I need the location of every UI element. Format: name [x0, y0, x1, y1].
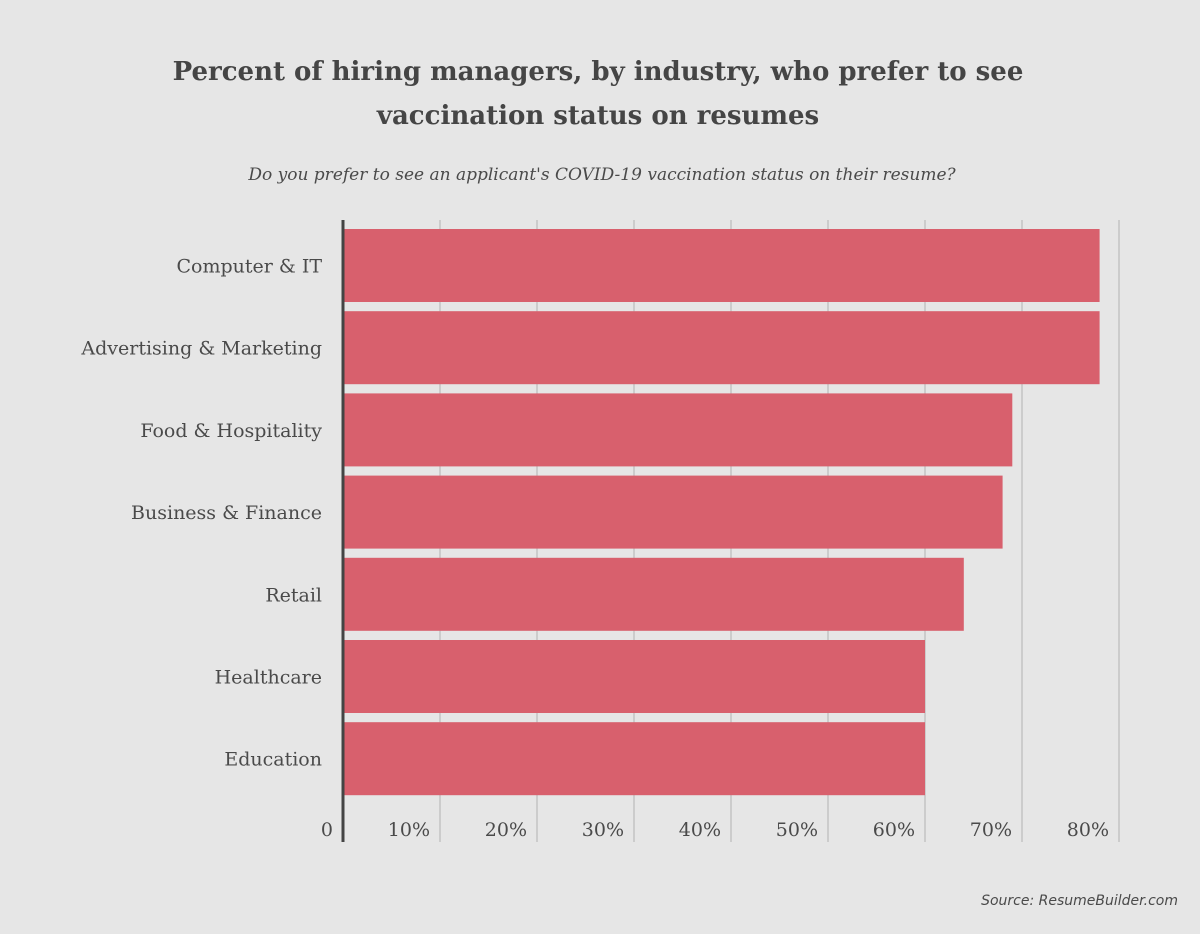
tick-label-70: 70%	[970, 819, 1012, 841]
tick-label-0: 0	[321, 819, 333, 841]
chart-title: Percent of hiring managers, by industry,…	[0, 50, 1196, 138]
category-label-4: Retail	[265, 584, 322, 606]
bar-5	[343, 640, 925, 713]
category-label-6: Education	[224, 749, 322, 771]
bar-4	[343, 557, 964, 631]
bar-6	[343, 722, 925, 796]
chart-title-line-2: vaccination status on resumes	[376, 101, 820, 131]
tick-label-80: 80%	[1067, 819, 1109, 841]
bar-3	[343, 475, 1003, 549]
category-label-3: Business & Finance	[131, 502, 322, 524]
chart-title-line-1: Percent of hiring managers, by industry,…	[172, 57, 1024, 87]
tick-label-50: 50%	[776, 819, 818, 841]
bar-0	[343, 229, 1100, 302]
bars	[343, 229, 1100, 796]
tick-labels: 0 10% 20% 30% 40% 50% 60% 70% 80%	[321, 819, 1109, 841]
tick-label-40: 40%	[679, 819, 721, 841]
tick-label-10: 10%	[388, 819, 430, 841]
bar-2	[343, 393, 1013, 467]
category-labels: Computer & IT Advertising & Marketing Food…	[80, 256, 322, 771]
category-label-2: Food & Hospitality	[140, 420, 322, 442]
tick-label-60: 60%	[873, 819, 915, 841]
tick-label-20: 20%	[485, 819, 527, 841]
source-note: Source: ResumeBuilder.com	[981, 893, 1178, 909]
category-label-1: Advertising & Marketing	[80, 338, 322, 360]
chart-subtitle: Do you prefer to see an applicant's COVI…	[248, 165, 956, 185]
bar-1	[343, 311, 1100, 385]
category-label-5: Healthcare	[215, 667, 322, 689]
category-label-0: Computer & IT	[176, 256, 322, 278]
tick-label-30: 30%	[582, 819, 624, 841]
